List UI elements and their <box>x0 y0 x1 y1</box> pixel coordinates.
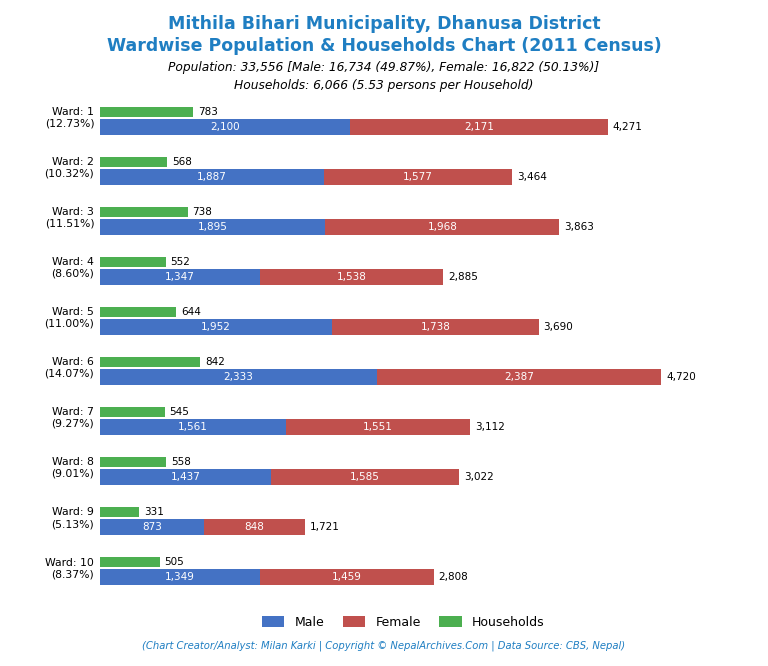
Text: 1,551: 1,551 <box>362 422 392 432</box>
Bar <box>260 269 443 285</box>
Bar <box>100 419 286 435</box>
Bar <box>100 269 260 285</box>
Text: Households: 6,066 (5.53 persons per Household): Households: 6,066 (5.53 persons per Hous… <box>234 79 534 92</box>
Bar <box>100 457 166 467</box>
Bar <box>271 469 459 486</box>
Text: 1,561: 1,561 <box>177 422 207 432</box>
Bar <box>100 507 139 517</box>
Bar <box>100 407 164 417</box>
Bar <box>204 519 305 535</box>
Text: 2,171: 2,171 <box>464 122 494 132</box>
Bar <box>100 569 260 585</box>
Bar <box>100 257 166 267</box>
Bar <box>100 307 177 317</box>
Text: 558: 558 <box>171 457 191 467</box>
Bar <box>286 419 470 435</box>
Text: 1,538: 1,538 <box>336 272 366 282</box>
Bar <box>100 319 332 335</box>
Text: 568: 568 <box>172 157 192 166</box>
Text: 1,459: 1,459 <box>333 572 362 582</box>
Text: 848: 848 <box>244 522 264 532</box>
Text: 331: 331 <box>144 507 164 517</box>
Text: 1,349: 1,349 <box>165 572 195 582</box>
Text: 1,895: 1,895 <box>197 222 227 232</box>
Text: 2,387: 2,387 <box>505 372 535 382</box>
Bar <box>100 519 204 535</box>
Text: Wardwise Population & Households Chart (2011 Census): Wardwise Population & Households Chart (… <box>107 37 661 55</box>
Bar <box>100 557 160 567</box>
Text: 1,738: 1,738 <box>421 322 450 332</box>
Text: 3,022: 3,022 <box>464 472 494 482</box>
Text: 842: 842 <box>205 357 225 367</box>
Bar <box>324 168 512 184</box>
Text: 1,968: 1,968 <box>428 222 457 232</box>
Text: (Chart Creator/Analyst: Milan Karki | Copyright © NepalArchives.Com | Data Sourc: (Chart Creator/Analyst: Milan Karki | Co… <box>142 641 626 651</box>
Text: 3,690: 3,690 <box>544 322 574 332</box>
Legend: Male, Female, Households: Male, Female, Households <box>257 611 550 634</box>
Bar <box>100 357 200 367</box>
Text: 2,808: 2,808 <box>439 572 468 582</box>
Text: 2,333: 2,333 <box>223 372 253 382</box>
Text: 505: 505 <box>164 557 184 567</box>
Text: 4,720: 4,720 <box>666 372 696 382</box>
Text: 1,952: 1,952 <box>201 322 231 332</box>
Bar <box>100 157 167 166</box>
Bar <box>100 107 193 117</box>
Text: 2,100: 2,100 <box>210 122 240 132</box>
Text: 545: 545 <box>170 407 189 417</box>
Text: Mithila Bihari Municipality, Dhanusa District: Mithila Bihari Municipality, Dhanusa Dis… <box>167 15 601 33</box>
Bar <box>377 369 661 385</box>
Bar <box>326 219 559 235</box>
Bar <box>100 219 326 235</box>
Text: 738: 738 <box>193 206 212 216</box>
Text: 3,112: 3,112 <box>475 422 505 432</box>
Text: 1,347: 1,347 <box>165 272 195 282</box>
Text: 873: 873 <box>142 522 162 532</box>
Text: 1,721: 1,721 <box>310 522 339 532</box>
Text: 783: 783 <box>197 107 217 117</box>
Text: 1,577: 1,577 <box>403 172 433 182</box>
Text: 552: 552 <box>170 257 190 267</box>
Bar <box>260 569 434 585</box>
Bar <box>100 168 324 184</box>
Bar <box>100 119 349 135</box>
Text: 1,585: 1,585 <box>350 472 380 482</box>
Text: Population: 33,556 [Male: 16,734 (49.87%), Female: 16,822 (50.13%)]: Population: 33,556 [Male: 16,734 (49.87%… <box>168 61 600 75</box>
Bar <box>100 369 377 385</box>
Text: 644: 644 <box>181 307 201 317</box>
Bar <box>100 469 271 486</box>
Bar <box>100 206 187 217</box>
Text: 4,271: 4,271 <box>613 122 643 132</box>
Text: 1,887: 1,887 <box>197 172 227 182</box>
Bar <box>349 119 608 135</box>
Text: 2,885: 2,885 <box>448 272 478 282</box>
Bar <box>332 319 539 335</box>
Text: 3,464: 3,464 <box>517 172 547 182</box>
Text: 1,437: 1,437 <box>170 472 200 482</box>
Text: 3,863: 3,863 <box>564 222 594 232</box>
